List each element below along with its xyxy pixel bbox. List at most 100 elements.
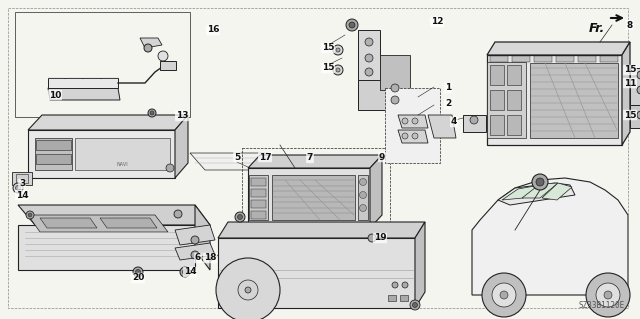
Circle shape [148,109,156,117]
Circle shape [637,86,640,94]
Polygon shape [175,115,188,178]
Circle shape [360,179,367,186]
Text: 20: 20 [132,273,144,283]
Circle shape [349,22,355,28]
Circle shape [166,164,174,172]
Circle shape [133,267,143,277]
Polygon shape [175,225,215,245]
Bar [578,56,596,62]
Polygon shape [12,172,32,185]
Circle shape [144,44,152,52]
Circle shape [245,287,251,293]
Polygon shape [530,63,618,138]
Text: 11: 11 [624,78,636,87]
Polygon shape [28,115,188,130]
Polygon shape [35,138,72,170]
Circle shape [336,48,340,52]
Bar [600,56,618,62]
Polygon shape [248,168,370,228]
Text: 15: 15 [322,43,334,53]
Text: 3: 3 [19,180,25,189]
Text: 13: 13 [176,112,188,121]
Polygon shape [48,78,118,88]
Polygon shape [218,238,415,308]
Text: Fr.: Fr. [589,22,605,35]
Polygon shape [190,153,275,170]
Polygon shape [630,68,640,105]
Circle shape [191,251,199,259]
Polygon shape [358,175,368,220]
Polygon shape [487,62,526,138]
Circle shape [238,280,258,300]
Circle shape [410,300,420,310]
Circle shape [28,213,32,217]
Circle shape [492,283,516,307]
Polygon shape [195,205,210,270]
Bar [556,56,574,62]
Bar [242,148,390,238]
Polygon shape [218,222,425,238]
Circle shape [336,68,340,72]
Polygon shape [272,175,355,220]
Polygon shape [16,174,28,183]
Bar [507,115,521,135]
Polygon shape [249,175,268,220]
Circle shape [136,270,141,275]
Polygon shape [487,55,622,145]
Polygon shape [48,88,120,100]
Circle shape [500,291,508,299]
Circle shape [392,282,398,288]
Text: 5: 5 [234,152,240,161]
Bar [507,90,521,110]
Circle shape [360,204,367,211]
Text: 19: 19 [374,234,387,242]
Text: 17: 17 [259,152,271,161]
Text: 8: 8 [627,20,633,29]
Polygon shape [18,205,210,225]
Circle shape [402,133,408,139]
Polygon shape [428,115,456,138]
Circle shape [13,183,23,193]
Bar [160,61,176,70]
Text: 1: 1 [445,84,451,93]
Text: 15: 15 [322,63,334,72]
Circle shape [174,210,182,218]
Text: NAVI: NAVI [116,161,128,167]
Circle shape [365,68,373,76]
Bar [490,90,504,110]
Circle shape [216,258,280,319]
Circle shape [532,174,548,190]
Circle shape [413,302,417,308]
Bar [490,65,504,85]
Circle shape [191,236,199,244]
Polygon shape [358,80,405,110]
Polygon shape [380,55,410,90]
Bar [507,65,521,85]
Bar [36,140,71,150]
Polygon shape [502,185,540,200]
Polygon shape [28,215,168,232]
Polygon shape [358,30,380,105]
Circle shape [402,282,408,288]
Circle shape [365,54,373,62]
Text: 16: 16 [207,26,220,34]
Circle shape [482,273,526,317]
Polygon shape [18,225,195,270]
Bar [75,138,170,170]
Polygon shape [487,42,630,55]
Circle shape [333,45,343,55]
Circle shape [412,118,418,124]
Polygon shape [415,222,425,308]
Circle shape [604,291,612,299]
Text: 15: 15 [624,65,636,75]
Polygon shape [370,155,382,228]
Bar [490,115,504,135]
Text: 14: 14 [184,268,196,277]
Text: 9: 9 [379,152,385,161]
Text: 18: 18 [204,254,216,263]
Text: SZ33B1120E: SZ33B1120E [579,301,625,310]
Polygon shape [522,183,558,198]
Circle shape [235,212,245,222]
Text: 4: 4 [451,117,457,127]
Bar [36,154,71,164]
